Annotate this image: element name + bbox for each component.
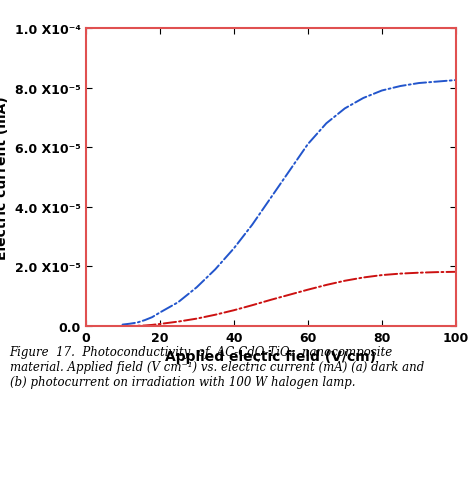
- X-axis label: Applied electic field (V/cm): Applied electic field (V/cm): [165, 350, 376, 364]
- Text: Figure  17.  Photoconductivity  of  AC-CdO-TiO₂  nanocomposite
material. Applied: Figure 17. Photoconductivity of AC-CdO-T…: [10, 346, 424, 388]
- Y-axis label: Electric current (mA): Electric current (mA): [0, 96, 9, 259]
